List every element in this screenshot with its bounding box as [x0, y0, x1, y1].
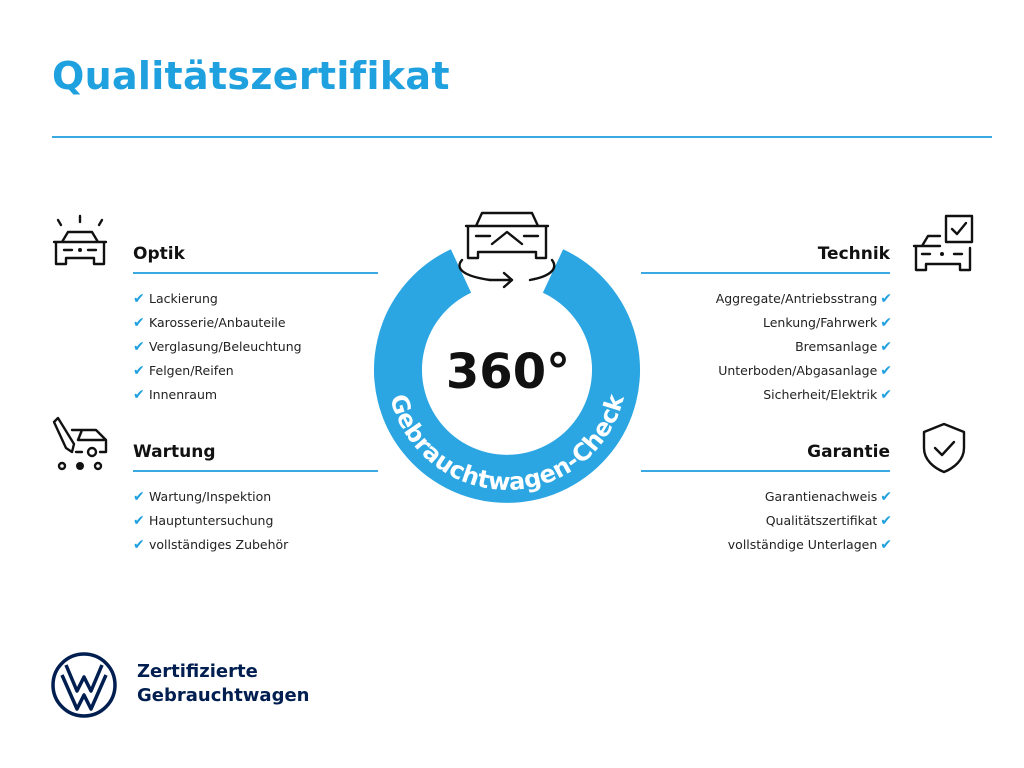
list-item: Bremsanlage ✔ — [716, 335, 892, 359]
item-label: Garantienachweis — [764, 489, 878, 504]
check-icon: ✔ — [133, 315, 145, 331]
title-divider — [52, 136, 992, 138]
section-heading-optik: Optik — [133, 244, 185, 264]
garantie-list: Garantienachweis ✔ Qualitätszertifikat ✔ v… — [728, 485, 892, 557]
check-icon: ✔ — [133, 513, 145, 529]
brand-line-1: Zertifizierte — [137, 661, 258, 682]
brand-text: Zertifizierte Gebrauchtwagen — [137, 660, 309, 708]
check-icon: ✔ — [133, 363, 145, 379]
item-label: vollständiges Zubehör — [149, 537, 289, 552]
service-van-icon — [52, 416, 108, 471]
check-icon: ✔ — [880, 489, 892, 505]
check-icon: ✔ — [880, 291, 892, 307]
item-label: Felgen/Reifen — [149, 363, 234, 378]
list-item: ✔ Hauptuntersuchung — [133, 509, 288, 533]
optik-divider — [133, 272, 378, 274]
car-checklist-icon — [912, 214, 974, 272]
item-label: Sicherheit/Elektrik — [763, 387, 878, 402]
vw-logo — [51, 652, 117, 718]
check-icon: ✔ — [133, 489, 145, 505]
shield-check-icon — [922, 422, 966, 474]
badge-ring — [374, 249, 640, 503]
list-item: ✔ Felgen/Reifen — [133, 359, 302, 383]
item-label: Verglasung/Beleuchtung — [149, 339, 302, 354]
list-item: vollständige Unterlagen ✔ — [728, 533, 892, 557]
section-heading-technik: Technik — [817, 244, 890, 264]
brand-line-2: Gebrauchtwagen — [137, 685, 310, 706]
check-icon: ✔ — [880, 513, 892, 529]
optik-list: ✔ Lackierung ✔ Karosserie/Anbauteile ✔ Verg… — [133, 287, 302, 407]
list-item: ✔ Verglasung/Beleuchtung — [133, 335, 302, 359]
check-icon: ✔ — [133, 537, 145, 553]
check-icon: ✔ — [133, 291, 145, 307]
car-rotate-icon — [458, 211, 556, 289]
list-item: ✔ Lackierung — [133, 287, 302, 311]
item-label: Wartung/Inspektion — [149, 489, 272, 504]
check-icon: ✔ — [880, 339, 892, 355]
technik-divider — [641, 272, 890, 274]
check-icon: ✔ — [880, 387, 892, 403]
list-item: Sicherheit/Elektrik ✔ — [716, 383, 892, 407]
check-icon: ✔ — [880, 363, 892, 379]
badge-number: 360° — [446, 344, 570, 400]
check-icon: ✔ — [133, 387, 145, 403]
list-item: Aggregate/Antriebsstrang ✔ — [716, 287, 892, 311]
wartung-divider — [133, 470, 378, 472]
item-label: Lackierung — [149, 291, 218, 306]
item-label: Aggregate/Antriebsstrang — [715, 291, 878, 306]
list-item: ✔ Wartung/Inspektion — [133, 485, 288, 509]
technik-list: Aggregate/Antriebsstrang ✔ Lenkung/Fahrwe… — [716, 287, 892, 407]
car-lights-icon — [52, 214, 108, 266]
check-icon: ✔ — [133, 339, 145, 355]
check-icon: ✔ — [880, 315, 892, 331]
list-item: ✔ Innenraum — [133, 383, 302, 407]
item-label: Qualitätszertifikat — [765, 513, 878, 528]
item-label: Unterboden/Abgasanlage — [718, 363, 878, 378]
item-label: Bremsanlage — [795, 339, 878, 354]
section-heading-wartung: Wartung — [133, 442, 216, 462]
item-label: Innenraum — [149, 387, 218, 402]
item-label: Hauptuntersuchung — [149, 513, 274, 528]
item-label: Karosserie/Anbauteile — [149, 315, 286, 330]
list-item: Unterboden/Abgasanlage ✔ — [716, 359, 892, 383]
list-item: ✔ Karosserie/Anbauteile — [133, 311, 302, 335]
wartung-list: ✔ Wartung/Inspektion ✔ Hauptuntersuchung ✔… — [133, 485, 288, 557]
list-item: Garantienachweis ✔ — [728, 485, 892, 509]
item-label: vollständige Unterlagen — [727, 537, 878, 552]
garantie-divider — [641, 470, 890, 472]
item-label: Lenkung/Fahrwerk — [763, 315, 878, 330]
list-item: Qualitätszertifikat ✔ — [728, 509, 892, 533]
list-item: Lenkung/Fahrwerk ✔ — [716, 311, 892, 335]
list-item: ✔ vollständiges Zubehör — [133, 533, 288, 557]
page-title: Qualitätszertifikat — [52, 54, 450, 98]
check-icon: ✔ — [880, 537, 892, 553]
section-heading-garantie: Garantie — [807, 442, 890, 462]
